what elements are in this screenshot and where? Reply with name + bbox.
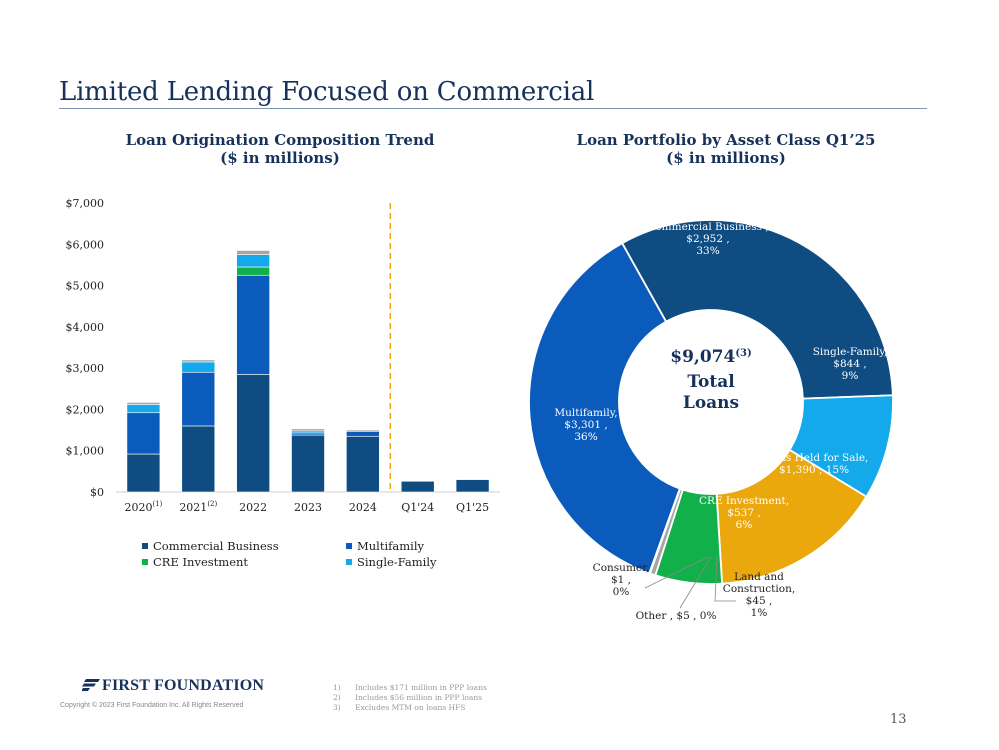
slice-label: Consumer, $1 , 0% — [593, 562, 650, 598]
bar-segment-other — [126, 402, 161, 405]
legend-label: Commercial Business — [153, 539, 279, 553]
bar-segment-single-family — [236, 254, 270, 268]
leader-line — [679, 556, 712, 609]
footnote-3: 3) Excludes MTM on loans HFS — [333, 703, 466, 712]
company-logo-text: FIRST FOUNDATION — [102, 677, 265, 694]
legend-label: Single-Family — [357, 555, 437, 569]
y-tick-label: $7,000 — [66, 197, 105, 210]
slice-label: CRE Investment, $537 , 6% — [699, 495, 789, 531]
bar-chart-subtitle: ($ in millions) — [220, 149, 340, 167]
bar-segment-other — [181, 359, 216, 363]
y-tick-label: $2,000 — [66, 403, 105, 416]
slice-label: Land and Construction, $45 , 1% — [723, 571, 795, 619]
page-number: 13 — [890, 712, 907, 727]
slice-label: Other , $5 , 0% — [636, 610, 717, 622]
bar-segment-multifamily — [181, 371, 216, 427]
legend-swatch — [346, 559, 352, 565]
bar-segment-multifamily — [236, 274, 270, 375]
total-loans-label: Loans — [683, 393, 739, 413]
bar-segment-commercial-business — [400, 480, 435, 493]
bar-segment-single-family — [181, 361, 216, 373]
slice-label: Loans Held for Sale, $1,390 , 15% — [760, 452, 869, 476]
y-tick-label: $1,000 — [66, 445, 105, 458]
legend-label: Multifamily — [357, 539, 425, 553]
bar-segment-commercial-business — [236, 374, 270, 493]
bar-segment-other — [291, 428, 325, 432]
donut-slice-multifamily — [528, 241, 681, 575]
bar-chart-title: Loan Origination Composition Trend ($ in… — [110, 131, 450, 167]
pie-chart-title: Loan Portfolio by Asset Class Q1’25 ($ i… — [556, 131, 896, 167]
pie-chart-title-line: Loan Portfolio by Asset Class Q1’25 — [576, 131, 876, 149]
bar-segment-commercial-business — [181, 425, 216, 493]
bar-segment-other — [236, 250, 270, 255]
bar-segment-commercial-business — [291, 434, 325, 493]
bar-segment-commercial-business — [346, 435, 380, 493]
slice-label: Multifamily, $3,301 , 36% — [554, 407, 617, 443]
bar-segment-multifamily — [346, 431, 380, 437]
legend-swatch — [346, 543, 352, 549]
total-loans-amount: $9,074(3) — [670, 347, 751, 367]
x-tick-label: 2020(1) — [124, 500, 162, 514]
bar-chart: $0 $1,000 $2,000 $3,000 $4,000 $5,000 $6,000 $7… — [66, 197, 500, 569]
legend-label: CRE Investment — [153, 555, 248, 569]
x-tick-label: 2023 — [294, 501, 322, 514]
donut-chart: Commercial Business , $2,952 , 33% Single-F… — [528, 219, 894, 622]
y-tick-label: $5,000 — [66, 280, 105, 293]
y-tick-label: $4,000 — [66, 321, 105, 334]
leader-line — [714, 556, 736, 602]
total-loans-label: Total — [687, 372, 735, 392]
slice-label: Commercial Business , $2,952 , 33% — [647, 221, 768, 257]
bar-segment-other — [346, 429, 380, 432]
legend-swatch — [142, 543, 148, 549]
bar-segment-commercial-business — [455, 479, 490, 493]
leader-line — [644, 556, 709, 589]
bar-chart-title-line: Loan Origination Composition Trend — [125, 131, 435, 149]
y-tick-label: $3,000 — [66, 362, 105, 375]
slide-title: Limited Lending Focused on Commercial — [59, 77, 595, 107]
footnote-2: 2) Includes $56 million in PPP loans — [333, 693, 483, 702]
bar-segment-single-family — [126, 404, 161, 414]
bar-segment-multifamily — [291, 432, 325, 436]
first-foundation-logo-icon — [82, 679, 100, 691]
donut-slice-commercial-business — [620, 219, 894, 400]
bar-segment-commercial-business — [126, 453, 161, 493]
pie-chart-subtitle: ($ in millions) — [666, 149, 786, 167]
x-tick-label: Q1'25 — [456, 501, 489, 514]
x-tick-label: 2024 — [349, 501, 377, 514]
slice-label: Single-Family, $844 , 9% — [813, 346, 888, 382]
x-tick-label: 2021(2) — [179, 500, 217, 514]
title-divider — [59, 108, 927, 109]
x-tick-label: 2022 — [239, 501, 267, 514]
legend-swatch — [142, 559, 148, 565]
bar-segment-single-family — [291, 430, 325, 434]
footnote-1: 1) Includes $171 million in PPP loans — [333, 683, 487, 692]
y-tick-label: $6,000 — [66, 238, 105, 251]
bar-segment-cre-investment — [236, 266, 270, 276]
footnotes: 1) Includes $171 million in PPP loans 2) I… — [333, 683, 487, 713]
x-tick-label: Q1'24 — [401, 501, 434, 514]
y-tick-label: $0 — [90, 486, 104, 499]
bar-segment-multifamily — [126, 412, 161, 455]
copyright-notice: Copyright © 2023 First Foundation Inc. A… — [60, 702, 244, 709]
